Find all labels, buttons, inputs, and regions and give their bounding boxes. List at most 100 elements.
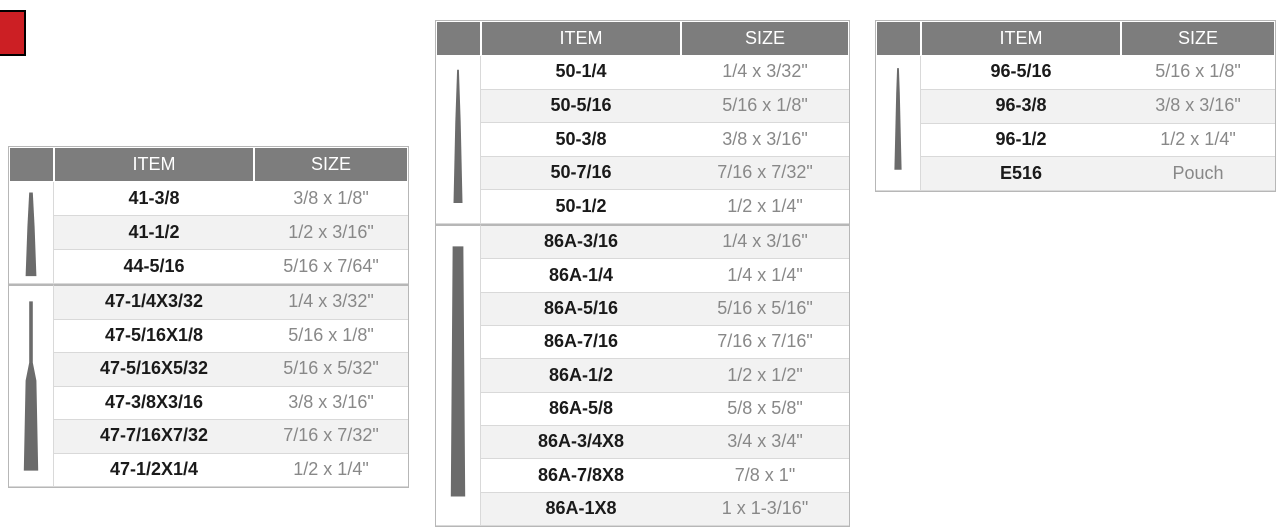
table-row: 86A-3/161/4 x 3/16" <box>436 224 849 259</box>
item-cell: 47-1/4X3/32 <box>54 284 254 320</box>
item-cell: 86A-7/8X8 <box>481 459 681 492</box>
col-header-item: ITEM <box>481 21 681 56</box>
item-cell: 44-5/16 <box>54 250 254 284</box>
table-row: 47-5/16X1/85/16 x 1/8" <box>9 320 408 353</box>
item-cell: 47-1/2X1/4 <box>54 454 254 487</box>
punch-slim-icon <box>440 60 476 219</box>
item-cell: 50-5/16 <box>481 90 681 124</box>
table-row: 86A-3/4X83/4 x 3/4" <box>436 426 849 459</box>
item-cell: 86A-1/2 <box>481 359 681 392</box>
size-cell: 5/16 x 5/16" <box>681 293 849 326</box>
size-cell: Pouch <box>1121 157 1275 191</box>
chisel-flat-icon <box>440 230 476 521</box>
size-cell: 1/2 x 3/16" <box>254 216 408 250</box>
table-row: 86A-7/167/16 x 7/16" <box>436 326 849 359</box>
table-row: 86A-1/41/4 x 1/4" <box>436 259 849 292</box>
item-cell: 86A-3/4X8 <box>481 426 681 459</box>
item-cell: 96-5/16 <box>921 56 1121 90</box>
table-row: 47-3/8X3/163/8 x 3/16" <box>9 387 408 420</box>
col-header-icon <box>436 21 481 56</box>
size-cell: 1/4 x 3/16" <box>681 224 849 259</box>
table-row: 86A-5/165/16 x 5/16" <box>436 293 849 326</box>
size-cell: 7/8 x 1" <box>681 459 849 492</box>
col-header-icon <box>9 147 54 182</box>
tool-icon-cell <box>9 284 54 487</box>
table-row: 47-5/16X5/325/16 x 5/32" <box>9 353 408 386</box>
item-cell: 50-7/16 <box>481 157 681 191</box>
table-row: 50-1/41/4 x 3/32" <box>436 56 849 90</box>
table-row: 50-7/167/16 x 7/32" <box>436 157 849 191</box>
table-row: 96-1/21/2 x 1/4" <box>876 124 1275 158</box>
size-cell: 1/2 x 1/4" <box>681 190 849 224</box>
tool-icon-cell <box>436 56 481 224</box>
table-row: 96-3/83/8 x 3/16" <box>876 90 1275 124</box>
col-header-size: SIZE <box>254 147 408 182</box>
size-cell: 5/16 x 5/32" <box>254 353 408 386</box>
col-header-icon <box>876 21 921 56</box>
table-row: 86A-5/85/8 x 5/8" <box>436 393 849 426</box>
col-header-item: ITEM <box>54 147 254 182</box>
size-cell: 1/4 x 3/32" <box>681 56 849 90</box>
item-cell: 86A-3/16 <box>481 224 681 259</box>
table-row: 41-3/83/8 x 1/8" <box>9 182 408 216</box>
item-cell: 96-1/2 <box>921 124 1121 158</box>
item-cell: 50-1/2 <box>481 190 681 224</box>
col-header-size: SIZE <box>1121 21 1275 56</box>
size-cell: 1/2 x 1/4" <box>1121 124 1275 158</box>
item-cell: 96-3/8 <box>921 90 1121 124</box>
table-row: 41-1/21/2 x 3/16" <box>9 216 408 250</box>
item-cell: 86A-5/8 <box>481 393 681 426</box>
table-t1: ITEMSIZE41-3/83/8 x 1/8"41-1/21/2 x 3/16… <box>8 146 409 488</box>
table-row: 47-7/16X7/327/16 x 7/32" <box>9 420 408 453</box>
tool-icon-cell <box>876 56 921 191</box>
item-cell: 50-1/4 <box>481 56 681 90</box>
punch-thin-icon <box>880 60 916 186</box>
size-cell: 3/8 x 3/16" <box>254 387 408 420</box>
item-cell: 47-5/16X1/8 <box>54 320 254 353</box>
item-cell: 86A-1/4 <box>481 259 681 292</box>
col-header-size: SIZE <box>681 21 849 56</box>
item-cell: 41-1/2 <box>54 216 254 250</box>
item-cell: 86A-5/16 <box>481 293 681 326</box>
size-cell: 1/4 x 1/4" <box>681 259 849 292</box>
table-row: E516Pouch <box>876 157 1275 191</box>
table-row: 86A-1/21/2 x 1/2" <box>436 359 849 392</box>
table-row: 50-3/83/8 x 3/16" <box>436 123 849 157</box>
tool-icon-cell <box>9 182 54 284</box>
size-cell: 1/2 x 1/2" <box>681 359 849 392</box>
size-cell: 3/8 x 3/16" <box>681 123 849 157</box>
item-cell: 47-7/16X7/32 <box>54 420 254 453</box>
table-t3: ITEMSIZE96-5/165/16 x 1/8"96-3/83/8 x 3/… <box>875 20 1276 192</box>
size-cell: 3/4 x 3/4" <box>681 426 849 459</box>
size-cell: 1/2 x 1/4" <box>254 454 408 487</box>
item-cell: 47-3/8X3/16 <box>54 387 254 420</box>
table-row: 47-1/4X3/321/4 x 3/32" <box>9 284 408 320</box>
size-cell: 7/16 x 7/32" <box>254 420 408 453</box>
size-cell: 3/8 x 3/16" <box>1121 90 1275 124</box>
size-cell: 5/16 x 1/8" <box>254 320 408 353</box>
table-t2: ITEMSIZE50-1/41/4 x 3/32"50-5/165/16 x 1… <box>435 20 850 527</box>
brand-badge <box>0 10 26 56</box>
size-cell: 5/16 x 7/64" <box>254 250 408 284</box>
table-row: 50-5/165/16 x 1/8" <box>436 90 849 124</box>
col-header-item: ITEM <box>921 21 1121 56</box>
size-cell: 7/16 x 7/16" <box>681 326 849 359</box>
table-row: 47-1/2X1/41/2 x 1/4" <box>9 454 408 487</box>
table-row: 50-1/21/2 x 1/4" <box>436 190 849 224</box>
table-row: 96-5/165/16 x 1/8" <box>876 56 1275 90</box>
size-cell: 5/16 x 1/8" <box>681 90 849 124</box>
item-cell: 50-3/8 <box>481 123 681 157</box>
item-cell: E516 <box>921 157 1121 191</box>
punch-taper-icon <box>13 186 49 279</box>
size-cell: 5/16 x 1/8" <box>1121 56 1275 90</box>
tool-icon-cell <box>436 224 481 526</box>
size-cell: 5/8 x 5/8" <box>681 393 849 426</box>
table-row: 86A-7/8X87/8 x 1" <box>436 459 849 492</box>
item-cell: 86A-7/16 <box>481 326 681 359</box>
item-cell: 41-3/8 <box>54 182 254 216</box>
punch-pin-icon <box>13 290 49 482</box>
size-cell: 3/8 x 1/8" <box>254 182 408 216</box>
size-cell: 7/16 x 7/32" <box>681 157 849 191</box>
size-cell: 1/4 x 3/32" <box>254 284 408 320</box>
table-row: 44-5/165/16 x 7/64" <box>9 250 408 284</box>
